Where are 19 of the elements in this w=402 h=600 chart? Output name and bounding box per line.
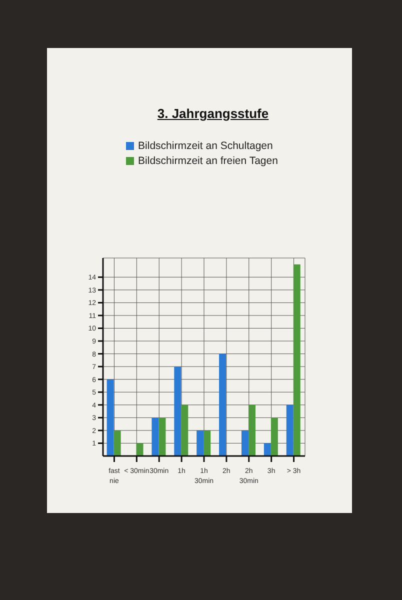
bar: [204, 430, 211, 456]
bar: [241, 430, 248, 456]
legend-label: Bildschirmzeit an freien Tagen: [138, 155, 278, 167]
legend-label: Bildschirmzeit an Schultagen: [138, 140, 273, 152]
chart-title: 3. Jahrgangsstufe: [156, 106, 270, 121]
bar: [152, 418, 159, 456]
bar: [158, 418, 166, 456]
bar: [219, 354, 226, 456]
bar: [114, 430, 121, 456]
bar: [136, 443, 144, 456]
bar: [196, 430, 204, 456]
bar: [270, 418, 278, 456]
bar: [248, 404, 256, 456]
bar: [293, 264, 300, 456]
bar: [106, 379, 114, 456]
bar: [286, 404, 294, 456]
bar: [181, 404, 188, 456]
bar: [264, 443, 271, 456]
bar: [174, 366, 182, 456]
